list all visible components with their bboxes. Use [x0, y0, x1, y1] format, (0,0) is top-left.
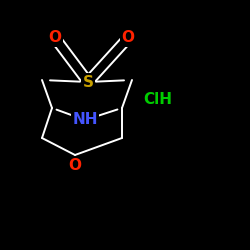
Text: O: O: [68, 158, 82, 172]
Text: O: O: [122, 30, 134, 46]
Text: O: O: [48, 30, 62, 46]
Text: ClH: ClH: [144, 92, 172, 108]
Text: S: S: [82, 74, 94, 90]
Text: NH: NH: [72, 112, 98, 128]
